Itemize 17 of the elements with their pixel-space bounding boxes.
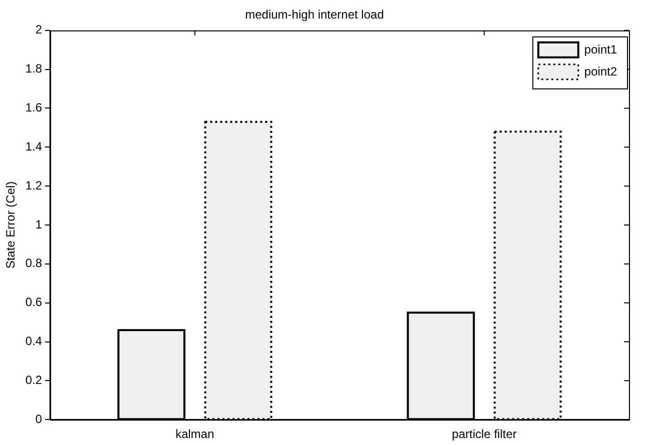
chart-title: medium-high internet load (245, 8, 384, 22)
y-axis-title: State Error (Cel) (4, 181, 18, 269)
y-tick-label: 0.8 (25, 256, 42, 270)
y-tick-label: 1.4 (25, 139, 42, 154)
legend-label: point1 (584, 42, 618, 57)
legend-label: point2 (584, 64, 618, 79)
y-tick-label: 2 (35, 22, 42, 37)
x-tick-label: particle filter (452, 427, 517, 442)
y-tick-label: 1.2 (25, 178, 42, 192)
y-tick-label: 1 (35, 217, 42, 232)
y-tick-label: 0.4 (25, 334, 42, 348)
y-tick-label: 1.8 (25, 62, 42, 76)
y-tick-label: 0.2 (25, 372, 42, 387)
x-tick-label: kalman (175, 427, 214, 442)
y-tick-label: 1.6 (25, 100, 42, 115)
y-tick-label: 0 (35, 412, 42, 426)
y-tick-label: 0.6 (25, 295, 42, 310)
